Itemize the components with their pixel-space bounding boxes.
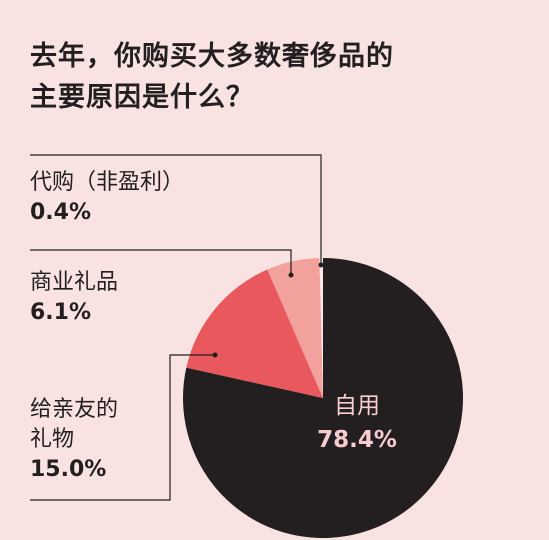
chart-title-line-2: 主要原因是什么？	[30, 82, 254, 113]
chart-title-line-1: 去年，你购买大多数奢侈品的	[30, 41, 394, 72]
leader-line-gift	[30, 354, 215, 501]
label-business-gift-name: 商业礼品	[30, 270, 119, 295]
leader-line-daigou	[30, 154, 322, 265]
label-daigou-name: 代购（非盈利）	[30, 170, 185, 195]
leader-dot-gift	[212, 352, 218, 358]
label-gift-name-line-1: 给亲友的	[30, 397, 119, 422]
chart-title: 去年，你购买大多数奢侈品的 主要原因是什么？	[30, 36, 394, 118]
label-gift-name-line-2: 礼物	[30, 427, 75, 452]
label-business-gift-value: 6.1%	[30, 300, 92, 325]
pie-slice-business-gift	[267, 258, 323, 398]
leader-dot-daigou	[318, 262, 324, 268]
label-gift: 给亲友的 礼物 15.0%	[30, 395, 118, 485]
leader-dot-business-gift	[288, 272, 294, 278]
pie-slice-self-use	[182, 258, 463, 538]
label-daigou-value: 0.4%	[30, 200, 92, 225]
leader-line-business-gift	[30, 249, 292, 275]
label-gift-value: 15.0%	[30, 457, 107, 482]
pie-slice-gift	[186, 269, 323, 398]
label-self-use: 自用 78.4%	[307, 389, 407, 457]
label-daigou: 代购（非盈利） 0.4%	[30, 168, 184, 228]
label-self-use-name: 自用	[334, 393, 380, 419]
label-business-gift: 商业礼品 6.1%	[30, 268, 118, 328]
label-self-use-value: 78.4%	[317, 427, 397, 453]
pie-slice-daigou	[319, 257, 323, 398]
